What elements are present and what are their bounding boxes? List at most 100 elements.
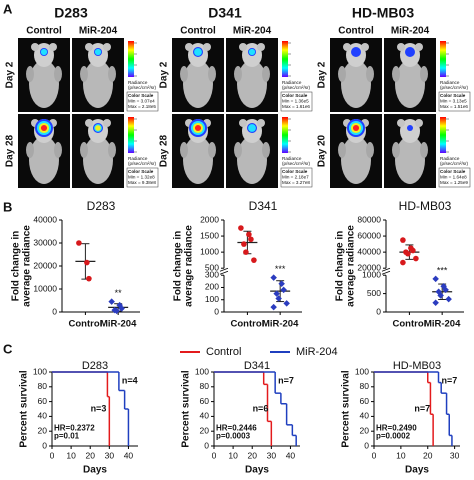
x-tick-label: Control: [393, 319, 427, 330]
group-title: HD-MB03: [352, 5, 414, 21]
axis-break: [219, 267, 229, 275]
y-tick-label: 2000: [200, 214, 219, 224]
significance: ***: [437, 265, 448, 275]
y-tick-label: 40: [200, 411, 210, 421]
day-label: Day 2: [159, 61, 170, 88]
data-point: [278, 280, 285, 288]
color-bar: [282, 41, 288, 77]
x-tick-label: Control: [231, 319, 265, 330]
scale-min: Min = 3.07e4: [128, 99, 155, 104]
stat-label: HR=0.2446: [216, 423, 257, 432]
mouse-ear: [361, 43, 369, 51]
day-label: Day 2: [317, 61, 328, 88]
data-point: [270, 303, 277, 311]
radiance-units: (p/sec/cm²/sr): [128, 161, 157, 166]
signal-blob: [248, 48, 256, 56]
stat-label: p=0.0003: [216, 431, 251, 440]
scale-box: [280, 167, 313, 188]
mouse-ear: [103, 119, 111, 127]
mouse-ear: [397, 43, 405, 51]
mouse-arm: [108, 66, 116, 82]
y-tick-label: 20: [360, 425, 370, 435]
panel-label: B: [3, 199, 12, 214]
chart-title: D341: [244, 360, 270, 372]
scale-max: Max = 3.27e8: [282, 180, 310, 185]
color-bar: [128, 41, 134, 77]
x-tick-label: 40: [124, 450, 134, 460]
data-point: [273, 290, 280, 297]
chart-title: D283: [82, 360, 108, 372]
n-label: n=3: [91, 403, 107, 413]
x-axis-label: Days: [245, 465, 269, 476]
scale-max: Max = 1.61e6: [282, 104, 310, 109]
mouse-arm: [234, 66, 242, 82]
x-tick-label: MiR-204: [424, 319, 461, 330]
legend-label: MiR-204: [296, 346, 338, 358]
mouse-arm: [26, 66, 34, 82]
column-header: MiR-204: [391, 26, 430, 37]
mouse-ear: [257, 43, 265, 51]
panel-label: A: [3, 1, 13, 16]
y-axis-label: average radiance: [184, 225, 195, 307]
scale-min: Min = 1.32e8: [128, 175, 155, 180]
chart-title: D341: [249, 199, 278, 213]
mouse-image: [72, 114, 124, 188]
mouse-body: [29, 60, 59, 108]
y-tick-label: 100: [33, 366, 47, 376]
mouse-image: [172, 38, 224, 112]
signal-blob: [95, 125, 101, 131]
y-tick-label: 80: [360, 381, 370, 391]
mouse-arm: [208, 142, 216, 158]
x-axis-label: Days: [405, 465, 429, 476]
x-tick-label: 40: [286, 450, 296, 460]
mouse-body: [395, 136, 425, 184]
mouse-ear: [49, 43, 57, 51]
data-point: [248, 236, 254, 243]
signal-blob: [194, 124, 202, 132]
y-tick-label: 80000: [357, 214, 381, 224]
scale-box: [126, 167, 159, 188]
radiance-units: (p/sec/cm²/sr): [440, 161, 469, 166]
mouse-arm: [392, 66, 400, 82]
mouse-arm: [262, 142, 270, 158]
scale-max: Max = 1.25e9: [440, 180, 468, 185]
x-tick-label: MiR-204: [262, 319, 299, 330]
x-tick-label: 0: [50, 450, 55, 460]
mouse-arm: [180, 142, 188, 158]
scale-title: Color Scale: [440, 93, 466, 98]
data-point: [400, 237, 406, 243]
mouse-image: [384, 38, 436, 112]
y-axis-label: average radiance: [346, 225, 357, 307]
scale-max: Max = 9.38e8: [128, 180, 156, 185]
mouse-arm: [392, 142, 400, 158]
mouse-arm: [54, 66, 62, 82]
mouse-image: [330, 114, 382, 188]
y-tick-label: 0: [376, 306, 381, 316]
mouse-arm: [180, 66, 188, 82]
day-label: Day 28: [5, 134, 16, 167]
data-point: [118, 305, 125, 312]
data-point: [76, 240, 82, 246]
y-tick-label: 500: [367, 288, 381, 298]
y-axis-label: Percent survival: [341, 370, 352, 447]
mouse-ear: [103, 43, 111, 51]
y-tick-label: 60: [360, 396, 370, 406]
mouse-ear: [257, 119, 265, 127]
y-tick-label: 20000: [33, 260, 57, 270]
radiance-units: (p/sec/cm²/sr): [282, 161, 311, 166]
data-point: [270, 274, 277, 281]
mouse-arm: [80, 66, 88, 82]
significance: **: [115, 288, 123, 298]
mouse-image: [384, 114, 436, 188]
scale-min: Min = 3.13e5: [440, 99, 467, 104]
radiance-label: Radiance: [440, 156, 460, 161]
mouse-ear: [31, 43, 39, 51]
y-tick-label: 40: [38, 411, 48, 421]
data-point: [246, 231, 252, 238]
y-tick-label: 40: [360, 411, 370, 421]
day-label: Day 20: [317, 134, 328, 167]
data-point: [437, 292, 444, 299]
scale-max: Max = 1.51e6: [440, 104, 468, 109]
y-axis-label: average radiance: [22, 225, 33, 307]
scale-title: Color Scale: [282, 93, 308, 98]
